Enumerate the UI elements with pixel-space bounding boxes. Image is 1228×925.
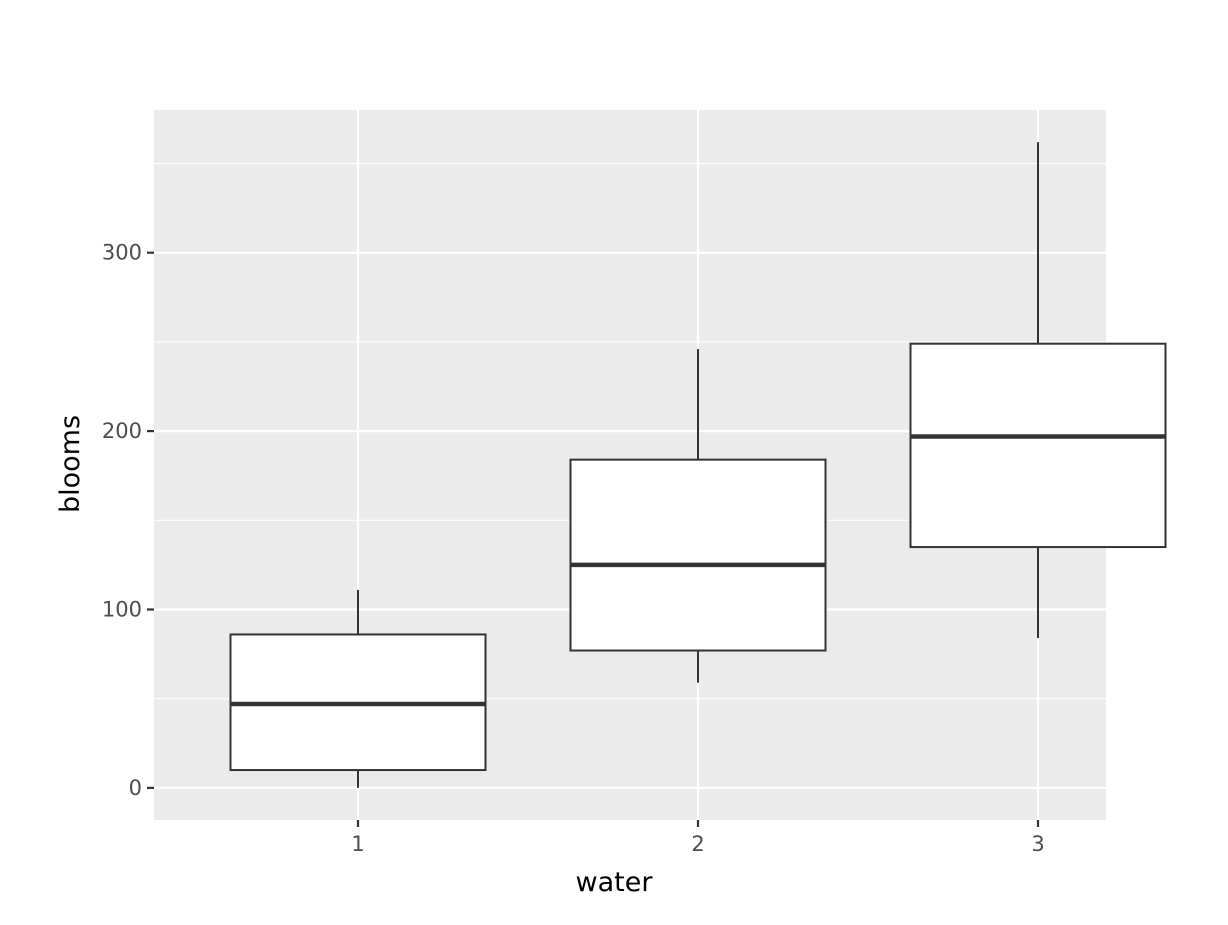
y-tick-label: 0 [129, 776, 142, 800]
y-tick-label: 100 [102, 597, 142, 621]
x-tick-label: 3 [1031, 832, 1044, 856]
box-group-3 [909, 142, 1167, 639]
box-group-1 [229, 589, 487, 788]
box-iqr [909, 342, 1167, 549]
y-axis: 0 100 200 300 [102, 241, 154, 800]
y-axis-title: blooms [55, 415, 86, 513]
x-axis: 1 2 3 [351, 820, 1045, 856]
box-iqr [569, 458, 827, 652]
box-series [229, 142, 1167, 788]
y-tick-label: 300 [102, 241, 142, 265]
x-tick-label: 2 [691, 832, 704, 856]
x-tick-label: 1 [351, 832, 364, 856]
y-tick-label: 200 [102, 419, 142, 443]
box-group-2 [569, 349, 827, 683]
x-axis-title: water [576, 867, 654, 898]
